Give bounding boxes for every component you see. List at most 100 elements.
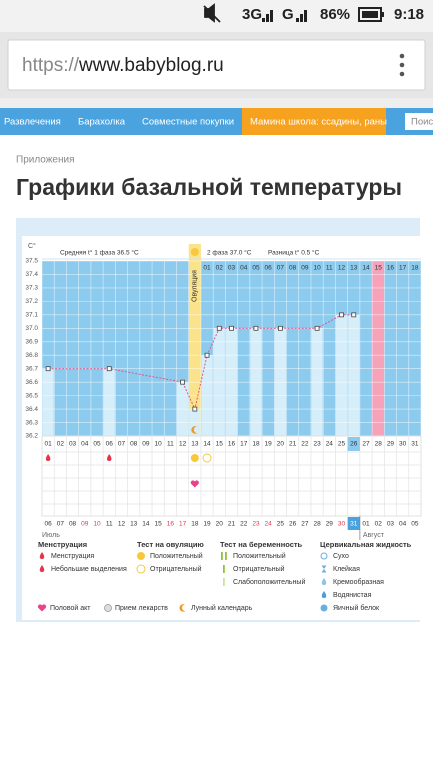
nav-highlight — [242, 108, 386, 135]
cycle-day-label: 04 — [81, 441, 89, 448]
cycle-day-label: 02 — [57, 441, 65, 448]
legend-icon — [37, 604, 47, 612]
signal-icon — [296, 10, 307, 22]
legend-item: Лунный календарь — [191, 604, 253, 612]
date-label: 12 — [118, 521, 126, 528]
breadcrumb[interactable]: Приложения — [16, 155, 75, 166]
moon-marker — [191, 426, 198, 434]
nav-item[interactable]: Барахолка — [78, 117, 126, 128]
temperature-point — [229, 325, 234, 331]
y-tick-label: 37.2 — [25, 298, 38, 305]
legend-item: Менструация — [51, 553, 94, 560]
menstruation-marker — [45, 454, 51, 461]
cycle-day-label: 27 — [362, 441, 370, 448]
date-label: 04 — [399, 521, 407, 528]
ovulation-test-positive — [190, 454, 199, 462]
cycle-day-label: 15 — [216, 441, 224, 448]
date-label: 21 — [228, 521, 236, 528]
highlight-column — [372, 261, 385, 436]
legend-item: Прием лекарств — [115, 605, 168, 612]
legend-item: Яичный белок — [333, 604, 380, 612]
legend-icon — [137, 552, 145, 560]
temperature-bar — [335, 314, 348, 436]
date-label: 01 — [362, 521, 370, 528]
date-label: 31 — [350, 521, 358, 528]
ovulation-column — [188, 244, 201, 436]
date-label: 13 — [130, 521, 138, 528]
temperature-bar — [42, 368, 54, 436]
date-label: 30 — [338, 521, 346, 528]
url-bar[interactable] — [7, 39, 426, 91]
phase-day-label: 18 — [411, 265, 419, 272]
date-label: 16 — [167, 521, 175, 528]
temperature-bar — [103, 368, 115, 436]
legend-item: Небольшие выделения — [51, 565, 127, 573]
temperature-line — [48, 314, 354, 411]
clock: 9:18 — [394, 6, 424, 23]
phase-day-label: 02 — [216, 265, 224, 272]
phase-summary: Разница t° 0.5 °C — [268, 249, 320, 257]
phase-day-label: 11 — [326, 265, 333, 272]
temperature-point — [204, 352, 210, 358]
temperature-point — [180, 379, 185, 385]
legend-item: Слабоположительный — [233, 578, 305, 586]
cycle-day-label: 01 — [44, 441, 52, 448]
cycle-day-label: 21 — [289, 441, 297, 448]
temperature-point — [339, 312, 344, 318]
cycle-day-label: 10 — [155, 441, 163, 448]
menstruation-marker — [106, 454, 112, 461]
network-type: G — [282, 6, 294, 23]
nav-item[interactable]: Развлечения — [4, 117, 61, 128]
y-tick-label: 36.4 — [25, 406, 38, 413]
ovulation-test-negative — [202, 453, 212, 463]
temperature-point — [351, 312, 357, 318]
cycle-day-label: 03 — [69, 441, 77, 448]
date-label: 17 — [179, 521, 187, 528]
date-label: 18 — [191, 521, 199, 528]
phase-summary: 2 фаза 37.0 °C — [207, 249, 252, 257]
cycle-day-label: 28 — [375, 441, 383, 448]
y-tick-label: 37.5 — [25, 258, 38, 265]
legend-title: Цервикальная жидкость — [320, 540, 412, 549]
legend-item: Положительный — [233, 552, 286, 560]
cycle-day-label: 11 — [167, 441, 174, 448]
legend-item: Отрицательный — [150, 565, 202, 573]
battery-level: 86% — [320, 6, 350, 23]
cycle-day-label: 24 — [326, 441, 334, 448]
legend-item: Кремообразная — [333, 578, 384, 586]
temperature-bar — [348, 314, 360, 436]
legend-icon — [225, 552, 227, 560]
y-tick-label: 36.9 — [25, 338, 38, 345]
y-tick-label: 36.2 — [25, 433, 38, 440]
y-tick-label: 37.4 — [25, 271, 38, 278]
y-tick-label: 37.0 — [25, 325, 38, 332]
search-input[interactable] — [405, 113, 433, 130]
phase-day-label: 14 — [362, 265, 370, 272]
legend-item: Отрицательный — [233, 565, 285, 573]
y-tick-label: 36.5 — [25, 392, 38, 399]
legend-icon — [104, 604, 112, 612]
cycle-day-label: 14 — [203, 441, 211, 448]
date-label: 05 — [411, 521, 419, 528]
legend-icon — [39, 552, 45, 559]
phase-day-label: 08 — [289, 265, 297, 272]
phase-day-label: 10 — [313, 265, 321, 272]
nav-item[interactable]: Совместные покупки — [142, 117, 234, 128]
cycle-day-label: 09 — [142, 441, 150, 448]
y-tick-label: 36.3 — [25, 419, 38, 426]
date-label: 24 — [265, 521, 273, 528]
cycle-day-label: 12 — [179, 441, 187, 448]
date-label: 25 — [277, 521, 285, 528]
phase-day-label: 05 — [252, 265, 260, 272]
today-day-box — [347, 437, 360, 451]
url[interactable]: https://www.babyblog.ru — [22, 55, 224, 76]
nav-item[interactable]: Мамина школа: ссадины, раны — [250, 117, 387, 128]
y-tick-label: 37.1 — [25, 312, 38, 319]
legend-item: Положительный — [150, 552, 203, 560]
menu-button[interactable] — [399, 53, 405, 77]
intercourse-marker — [190, 480, 199, 488]
date-label: 15 — [155, 521, 163, 528]
date-label: 27 — [301, 521, 309, 528]
legend-icon — [321, 591, 327, 598]
